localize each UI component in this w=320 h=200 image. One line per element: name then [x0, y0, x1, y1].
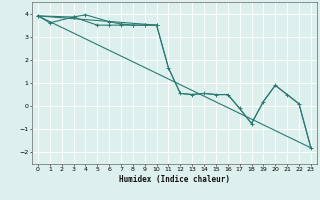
X-axis label: Humidex (Indice chaleur): Humidex (Indice chaleur) [119, 175, 230, 184]
